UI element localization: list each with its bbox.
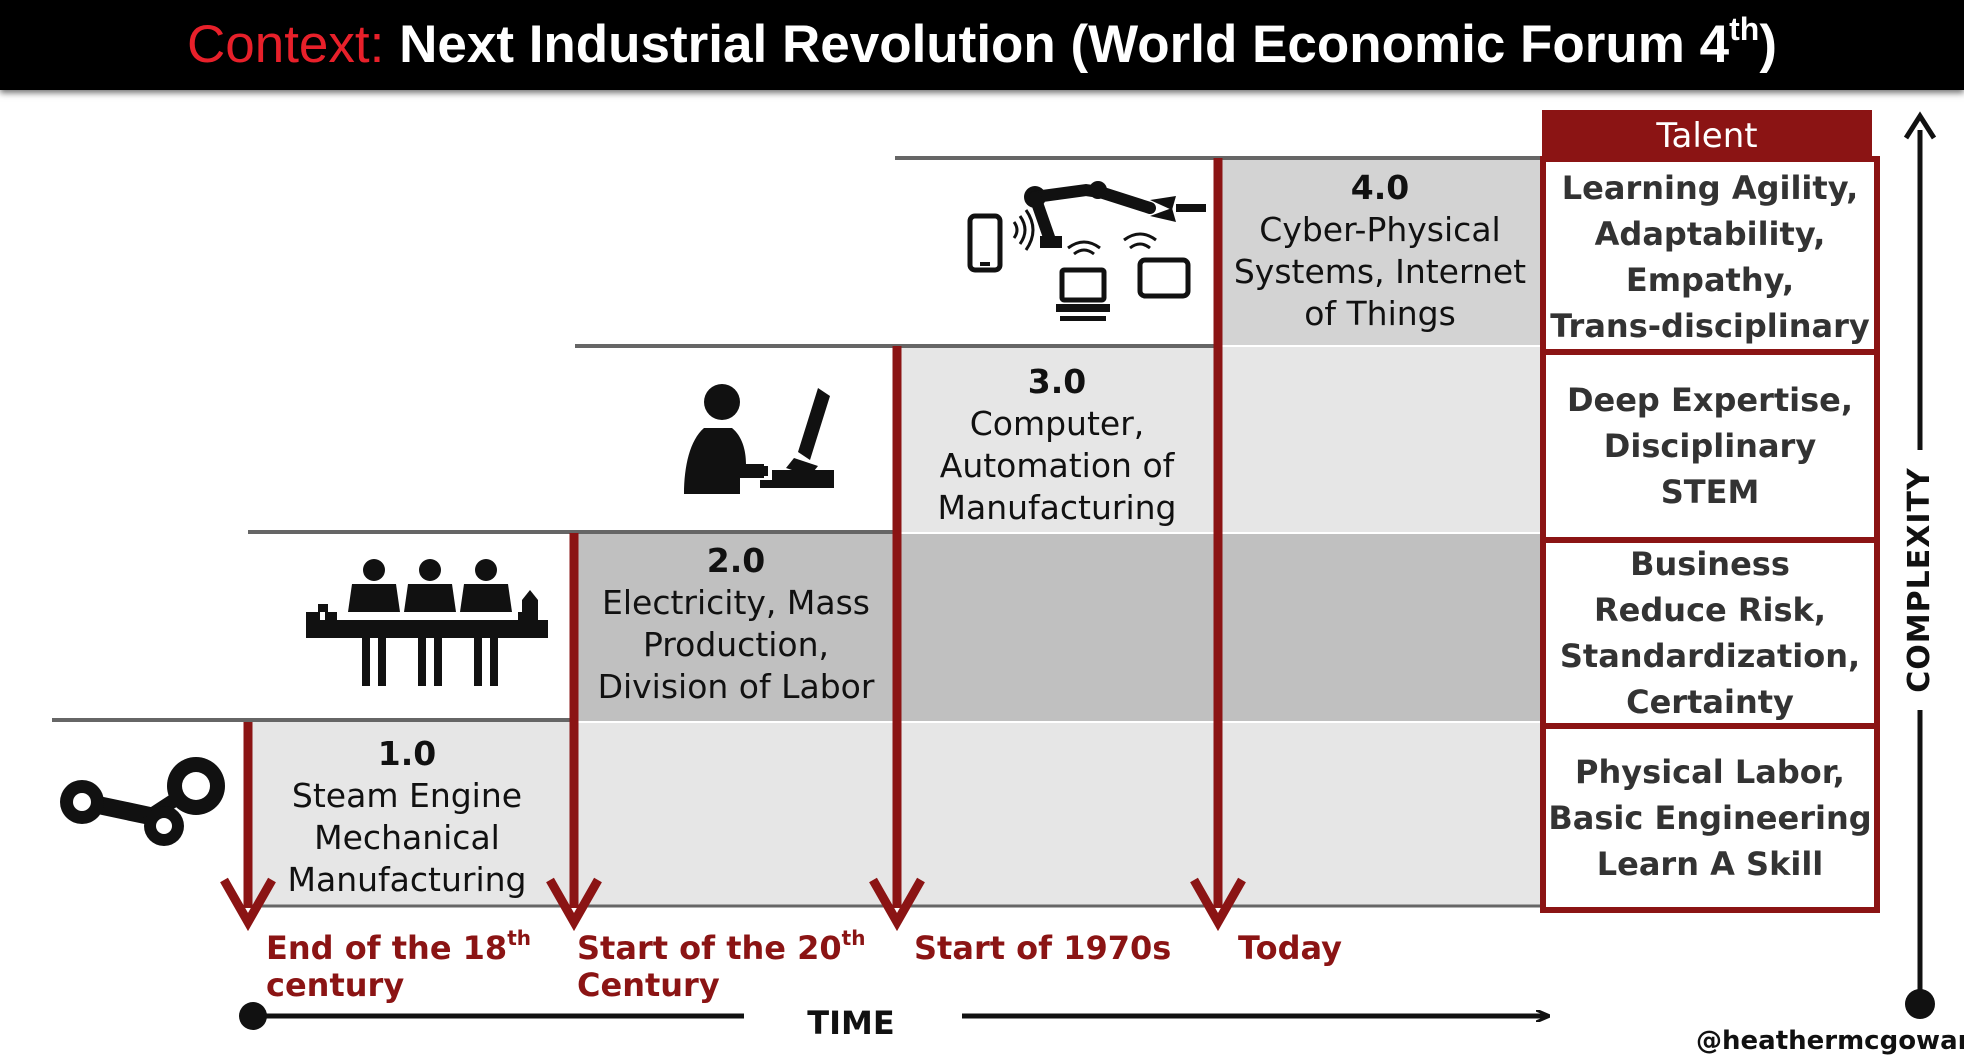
era-description: Cyber-Physical Systems, Internet of Thin…	[1233, 210, 1527, 333]
grid-cell	[570, 722, 896, 906]
milestone-line1: Today	[1238, 929, 1342, 967]
talent-divider	[1546, 723, 1874, 729]
talent-column: Learning Agility, Adaptability, Empathy,…	[1540, 156, 1880, 913]
milestone-arrow	[1190, 158, 1246, 932]
era-3-label: 3.0 Computer, Automation of Manufacturin…	[906, 361, 1208, 529]
milestone-line2: Century	[577, 966, 720, 1004]
milestone-line1: End of the 18	[266, 929, 508, 967]
era-number: 4.0	[1350, 168, 1410, 207]
time-axis	[239, 1002, 1548, 1030]
title-banner	[0, 0, 1964, 90]
milestone-label: End of the 18th century	[266, 928, 531, 1004]
complexity-axis-label: COMPLEXITY	[1900, 450, 1940, 710]
grid-cell	[896, 722, 1216, 906]
grid-cell	[1216, 158, 1542, 346]
milestone-superscript: th	[841, 926, 866, 950]
connected-devices-robot-arm-icon	[967, 181, 1206, 321]
milestone-line1: Start of 1970s	[914, 929, 1172, 967]
milestone-arrow	[546, 533, 602, 932]
author-credit: @heathermcgowan	[1696, 1026, 1964, 1056]
title-prefix: Context:	[186, 15, 385, 74]
era-1-label: 1.0 Steam Engine Mechanical Manufacturin…	[270, 733, 544, 901]
title-end: )	[1759, 15, 1777, 74]
era-number: 2.0	[706, 541, 766, 580]
era-description: Computer, Automation of Manufacturing	[937, 404, 1177, 527]
grid-cell	[248, 722, 570, 906]
milestone-arrow	[220, 722, 276, 932]
talent-level-2: Business Reduce Risk, Standardization, C…	[1559, 545, 1861, 721]
era-description: Electricity, Mass Production, Division o…	[597, 583, 875, 706]
grid-cell	[1216, 346, 1542, 533]
grid-cell	[1216, 533, 1542, 722]
milestone-arrow	[869, 346, 925, 932]
talent-level-1: Physical Labor, Basic Engineering Learn …	[1548, 753, 1872, 883]
milestone-line1: Start of the 20	[577, 929, 842, 967]
grid-cell	[1216, 722, 1542, 906]
talent-level-4: Learning Agility, Adaptability, Empathy,…	[1550, 169, 1870, 345]
talent-heading: Talent	[1542, 110, 1872, 158]
era-2-label: 2.0 Electricity, Mass Production, Divisi…	[586, 540, 886, 708]
computer-operator-icon	[684, 384, 834, 494]
grid-cell	[896, 533, 1216, 722]
era-number: 1.0	[377, 734, 437, 773]
grid-cell	[570, 533, 896, 722]
era-description: Steam Engine Mechanical Manufacturing	[287, 776, 527, 899]
era-4-label: 4.0 Cyber-Physical Systems, Internet of …	[1226, 167, 1534, 335]
talent-level-3: Deep Expertise, Disciplinary STEM	[1566, 381, 1854, 511]
title-superscript: th	[1729, 11, 1760, 47]
milestone-label: Today	[1238, 930, 1342, 967]
era-number: 3.0	[1027, 362, 1087, 401]
grid-cell	[896, 346, 1216, 533]
talent-divider	[1546, 537, 1874, 543]
slide-title: Context: Next Industrial Revolution (Wor…	[0, 0, 1964, 90]
milestone-label: Start of the 20th Century	[577, 928, 865, 1004]
steam-engine-icon	[60, 757, 225, 846]
milestone-superscript: th	[507, 926, 531, 950]
time-axis-label: TIME	[807, 1004, 895, 1042]
milestone-line2: century	[266, 966, 405, 1004]
talent-divider	[1546, 349, 1874, 355]
assembly-line-workers-icon	[306, 559, 548, 686]
title-main: Next Industrial Revolution (World Econom…	[399, 15, 1730, 74]
milestone-label: Start of 1970s	[914, 930, 1171, 967]
